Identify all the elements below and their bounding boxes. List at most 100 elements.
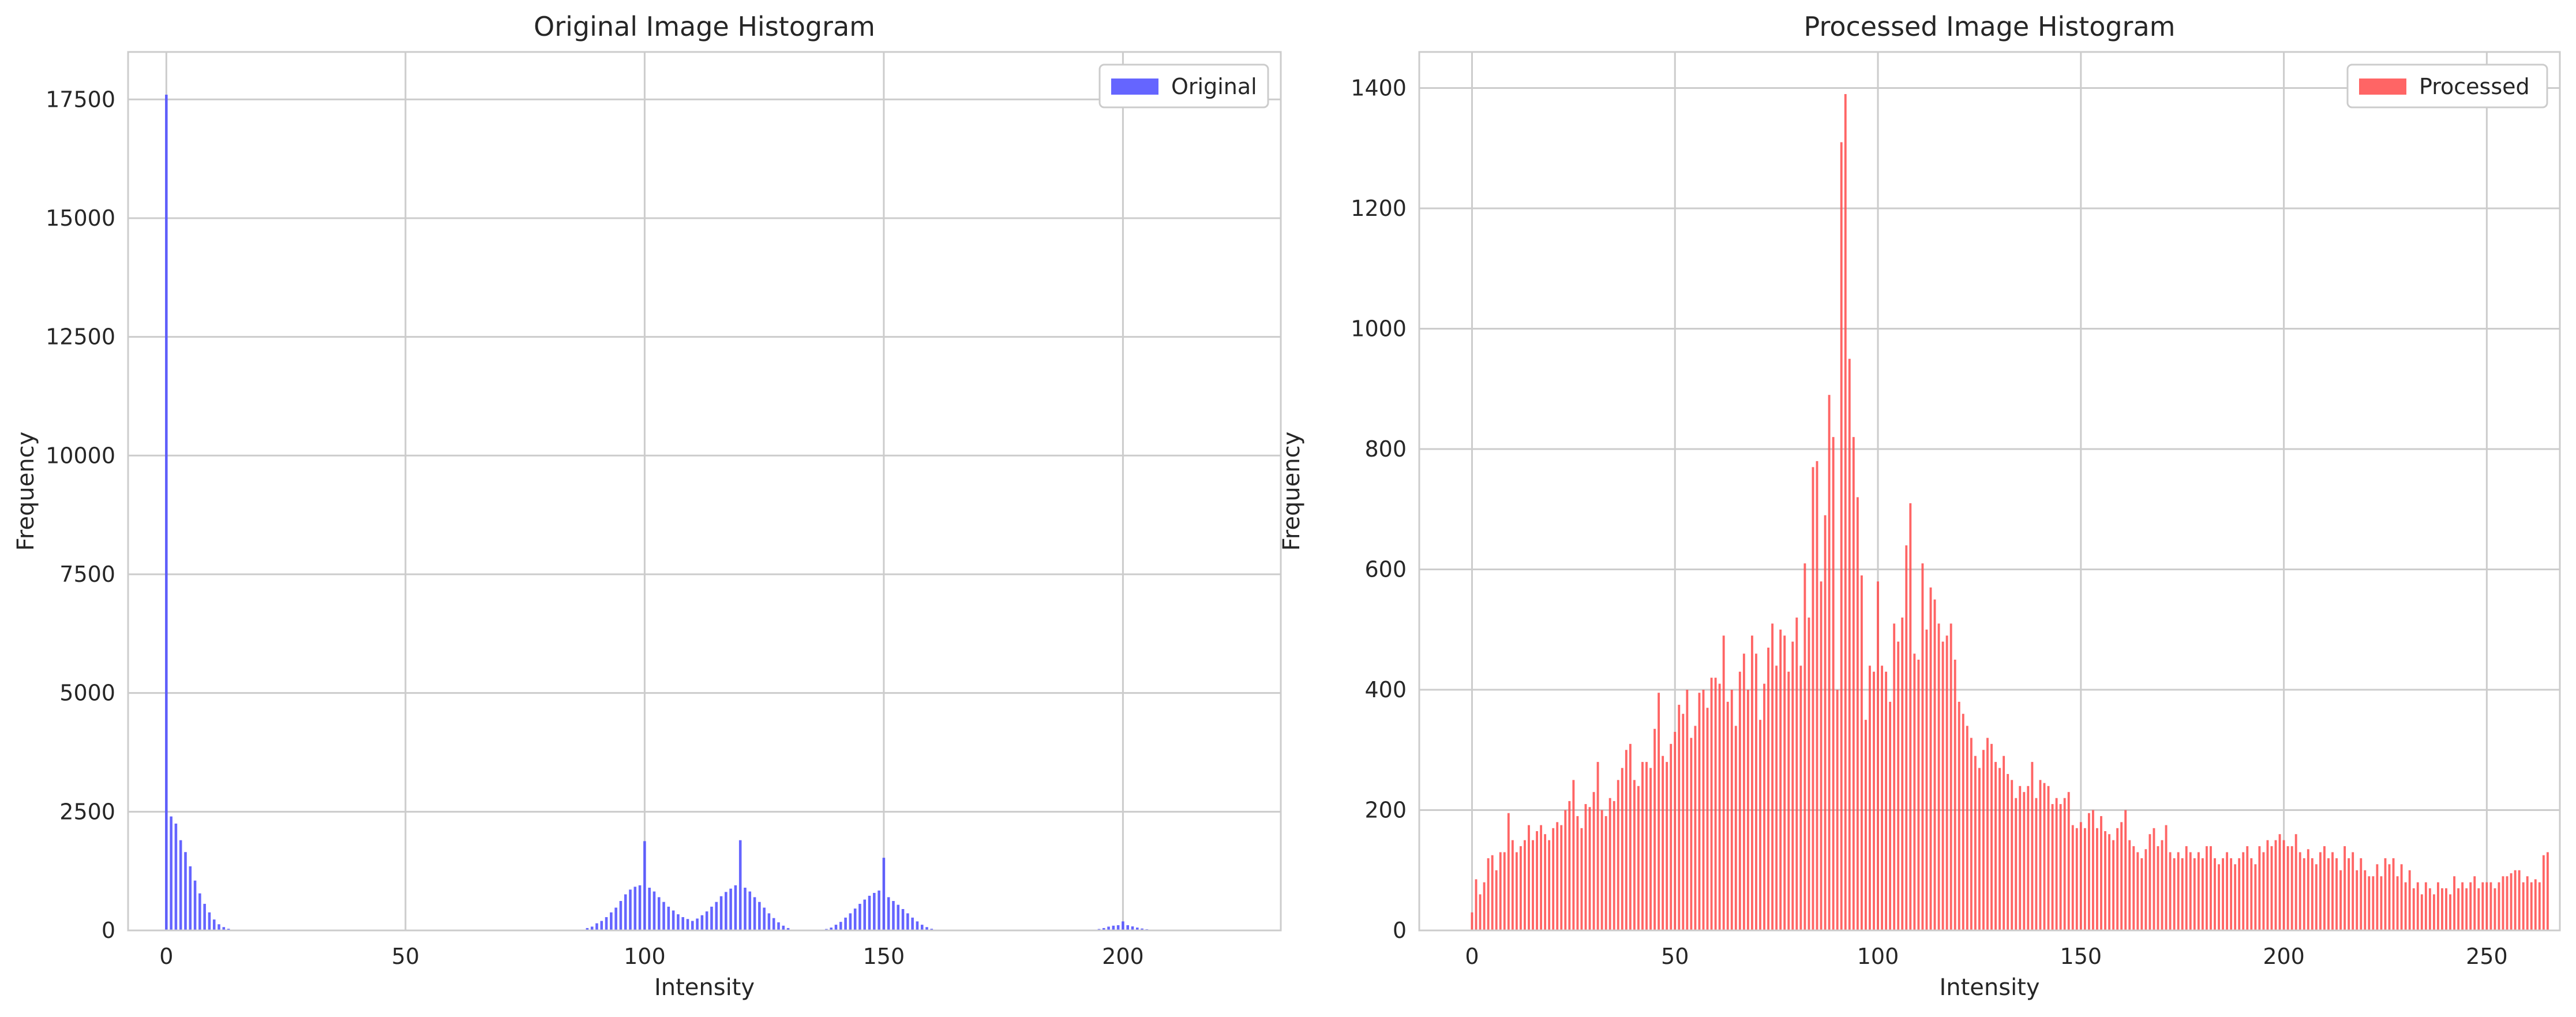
histogram-bar (1495, 870, 1498, 930)
histogram-bar (2059, 804, 2062, 930)
x-tick-label: 200 (2263, 944, 2305, 969)
histogram-bar (853, 908, 857, 930)
chart-title: Processed Image Histogram (1804, 11, 2176, 42)
histogram-bar (1653, 728, 1656, 930)
histogram-bar (1532, 840, 1534, 930)
histogram-bar (2003, 756, 2005, 930)
histogram-bar (1730, 690, 1733, 930)
histogram-bar (2481, 882, 2484, 930)
histogram-bar (2193, 858, 2196, 930)
histogram-bar (1507, 813, 1510, 930)
histogram-bar (1475, 879, 1478, 930)
histogram-bar (1921, 563, 1924, 930)
y-tick-label: 15000 (46, 205, 115, 231)
histogram-bar (1998, 768, 2001, 930)
plot-area (1419, 52, 2560, 930)
histogram-bar (595, 923, 598, 930)
y-tick-label: 5000 (59, 681, 115, 706)
histogram-bar (887, 897, 890, 930)
histogram-bar (925, 927, 928, 930)
histogram-bar (667, 906, 670, 930)
x-tick-label: 100 (624, 944, 666, 969)
histogram-bar (2384, 858, 2387, 930)
histogram-bar (624, 894, 627, 930)
histogram-bar (1901, 617, 1904, 930)
histogram-bar (610, 912, 613, 930)
histogram-bar (2327, 858, 2330, 930)
histogram-bar (1767, 648, 1769, 930)
histogram-bar (2368, 876, 2371, 930)
histogram-bar (2104, 831, 2106, 930)
legend-label: Original (1171, 74, 1257, 99)
histogram-bar (882, 858, 886, 930)
y-tick-label: 1400 (1351, 76, 1407, 101)
y-tick-label: 1000 (1351, 316, 1407, 342)
histogram-bar (1897, 641, 1900, 930)
histogram-bar (873, 893, 876, 930)
histogram-bar (2424, 882, 2427, 930)
histogram-bar (748, 891, 752, 930)
histogram-bar (1564, 810, 1567, 930)
histogram-bar (1856, 497, 1859, 930)
histogram-bar (2120, 822, 2123, 930)
original-histogram-panel: 0 50 100 150 200 0 2500 5000 7500 10000 12500 1500… (13, 11, 1282, 1001)
histogram-bar (677, 914, 680, 930)
histogram-bar (2457, 888, 2460, 930)
histogram-bar (2303, 858, 2305, 930)
histogram-bar (700, 915, 704, 930)
histogram-bar (1621, 768, 1623, 930)
histogram-bar (744, 887, 747, 930)
x-tick-label: 100 (1857, 944, 1899, 969)
histogram-bar (686, 919, 689, 930)
histogram-bar (1986, 738, 1989, 930)
histogram-bar (1604, 816, 1607, 930)
histogram-bar (2469, 882, 2472, 930)
histogram-bar (782, 925, 785, 930)
histogram-bar (2205, 846, 2208, 930)
histogram-bar (208, 912, 211, 930)
histogram-bar (198, 893, 201, 930)
histogram-bar (2185, 846, 2188, 930)
histogram-bar (1122, 921, 1124, 930)
histogram-bar (2307, 849, 2309, 930)
histogram-bar (2530, 882, 2533, 930)
histogram-bar (1519, 846, 1522, 930)
histogram-bar (2169, 852, 2172, 930)
histogram-bar (1787, 671, 1790, 930)
histogram-bar (2506, 876, 2508, 930)
histogram-bar (2173, 858, 2176, 930)
histogram-bar (691, 921, 694, 930)
histogram-bar (1949, 623, 1952, 930)
histogram-bar (1925, 629, 1928, 930)
histogram-bar (839, 922, 842, 930)
histogram-bar (1471, 912, 1473, 930)
histogram-bar (738, 840, 742, 930)
histogram-bar (2075, 828, 2078, 930)
histogram-bar (2112, 840, 2115, 930)
histogram-bar (590, 926, 594, 930)
histogram-bar (2189, 852, 2192, 930)
histogram-bar (1848, 358, 1851, 930)
histogram-bar (184, 852, 187, 930)
plot-frame (1418, 51, 2561, 932)
histogram-bar (2473, 876, 2476, 930)
histogram-bar (2132, 846, 2135, 930)
histogram-bar (1678, 705, 1681, 930)
y-tick-label: 17500 (46, 87, 115, 112)
histogram-bar (1528, 825, 1530, 930)
histogram-bar (1662, 756, 1664, 930)
x-tick-label: 200 (1102, 944, 1144, 969)
histogram-bar (2493, 888, 2496, 930)
histogram-bar (2453, 876, 2456, 930)
histogram-bar (2432, 894, 2435, 930)
histogram-bar (2364, 870, 2367, 930)
histogram-bar (203, 903, 206, 930)
histogram-bar (2498, 882, 2500, 930)
histogram-bar (2011, 780, 2013, 930)
histogram-bar (2128, 840, 2131, 930)
histogram-bar (1860, 575, 1863, 930)
y-tick-labels: 0 2500 5000 7500 10000 12500 15000 17500 (46, 87, 115, 943)
histogram-bar (1832, 437, 1835, 930)
histogram-bar (2091, 810, 2094, 930)
histogram-bar (1722, 635, 1725, 930)
